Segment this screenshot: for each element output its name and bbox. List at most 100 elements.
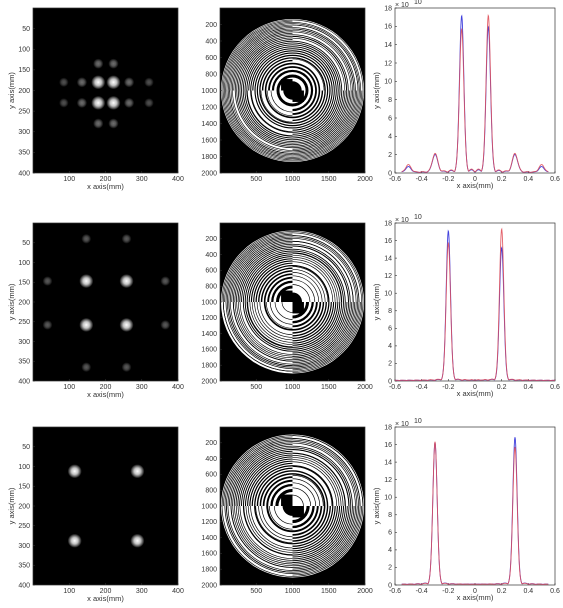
diffraction-spot (76, 77, 88, 88)
x-axis-label: x axis(mm) (457, 181, 494, 190)
x-axis-label: x axis(mm) (87, 182, 124, 191)
phase-ring (275, 285, 293, 302)
y-tick-label: 2000 (201, 582, 217, 589)
x-tick-label: 1000 (285, 176, 301, 183)
series-line-red (401, 14, 549, 173)
phase-center-block (281, 290, 293, 302)
x-tick-label: -0.4 (416, 588, 428, 595)
y-tick-label: 1800 (201, 154, 217, 161)
phase-ring (292, 66, 317, 91)
x-tick-label: 0.2 (497, 588, 507, 595)
y-tick-label: 18 (384, 424, 392, 431)
y-tick-label: 250 (18, 523, 30, 530)
y-exponent-power: 10 (414, 418, 422, 425)
x-axis-label: x axis(mm) (457, 593, 494, 602)
y-tick-label: 250 (18, 319, 30, 326)
x-tick-label: 100 (63, 384, 75, 391)
y-exponent-label: × 10 (395, 2, 409, 9)
x-tick-label: 1500 (321, 588, 337, 595)
phase-pattern (221, 434, 364, 578)
x-tick-label: 2000 (357, 384, 373, 391)
y-tick-label: 600 (205, 472, 217, 479)
plot-area (395, 8, 555, 173)
panel-r2-c2: 500 1000 1500 2000 200 400 600 800 1000 1200 1400 1… (201, 222, 373, 391)
x-tick-label: 1000 (285, 588, 301, 595)
plot-area (395, 427, 555, 585)
phase-ring (292, 69, 314, 91)
phase-ring (263, 302, 293, 331)
diffraction-spot (160, 276, 171, 286)
x-tick-label: 0 (473, 176, 477, 183)
y-exponent-power: 10 (414, 0, 422, 6)
phase-center-block (292, 302, 304, 314)
y-tick-label: 1400 (201, 331, 217, 338)
diffraction-spot (144, 77, 154, 87)
phase-ring (292, 506, 310, 524)
y-tick-label: 0 (388, 170, 392, 177)
phase-ring (267, 276, 293, 302)
x-tick-label: 200 (100, 384, 112, 391)
x-tick-label: 0.4 (523, 176, 533, 183)
diffraction-spot (121, 362, 132, 373)
x-tick-label: 1500 (321, 384, 337, 391)
x-tick-label: -0.4 (416, 176, 428, 183)
panel-r2-c3: -0.6 -0.4 -0.2 0 0.2 0.4 0.6 0 2 4 6 8 10 12 14 16 18 × 1… (372, 214, 560, 398)
phase-ring (263, 273, 293, 302)
diffraction-spot (93, 118, 104, 129)
phase-ring (262, 476, 293, 506)
phase-ring (281, 302, 293, 313)
diffraction-spot (76, 97, 88, 108)
y-tick-label: 4 (388, 134, 392, 141)
diffraction-spot (130, 464, 145, 479)
y-tick-label: 6 (388, 115, 392, 122)
y-tick-label: 100 (18, 47, 30, 54)
y-tick-label: 1000 (201, 299, 217, 306)
y-tick-label: 1200 (201, 315, 217, 322)
y-tick-label: 100 (18, 464, 30, 471)
diffraction-spot (93, 58, 104, 69)
y-tick-label: 200 (205, 22, 217, 29)
phase-ring (292, 90, 309, 107)
x-tick-label: 200 (100, 176, 112, 183)
diffraction-spot (42, 320, 53, 330)
diffraction-spot (123, 97, 135, 108)
y-tick-label: 800 (205, 284, 217, 291)
y-tick-label: 200 (18, 88, 30, 95)
phase-ring (292, 506, 323, 536)
phase-ring (268, 66, 293, 91)
y-tick-label: 1400 (201, 535, 217, 542)
y-tick-label: 400 (18, 170, 30, 177)
phase-ring (292, 62, 321, 91)
y-tick-label: 600 (205, 268, 217, 275)
y-tick-label: 400 (205, 252, 217, 259)
x-tick-label: 0 (473, 384, 477, 391)
diffraction-spot (144, 98, 154, 108)
x-axis-label: x axis(mm) (87, 390, 124, 399)
y-tick-label: 150 (18, 484, 30, 491)
y-tick-label: 12 (384, 60, 392, 67)
y-tick-label: 350 (18, 150, 30, 157)
x-tick-label: 400 (172, 176, 184, 183)
y-axis-label: y axis(mm) (372, 72, 381, 109)
diffraction-spot (106, 75, 121, 90)
y-tick-label: 250 (18, 108, 30, 115)
phase-ring (292, 302, 318, 328)
x-tick-label: 100 (63, 588, 75, 595)
y-tick-label: 4 (388, 343, 392, 350)
series-line-red (401, 441, 549, 585)
diffraction-spot (59, 77, 69, 87)
y-tick-label: 300 (18, 129, 30, 136)
x-tick-label: -0.2 (442, 176, 454, 183)
y-tick-label: 2000 (201, 170, 217, 177)
phase-ring (292, 90, 321, 119)
diffraction-spot (160, 320, 171, 330)
y-tick-label: 1600 (201, 137, 217, 144)
y-tick-label: 50 (22, 26, 30, 33)
y-tick-label: 2 (388, 565, 392, 572)
x-tick-label: 0.2 (497, 176, 507, 183)
phase-ring (264, 90, 293, 119)
x-tick-label: -0.2 (442, 588, 454, 595)
y-tick-label: 2000 (201, 378, 217, 385)
y-tick-label: 300 (18, 543, 30, 550)
y-tick-label: 150 (18, 67, 30, 74)
